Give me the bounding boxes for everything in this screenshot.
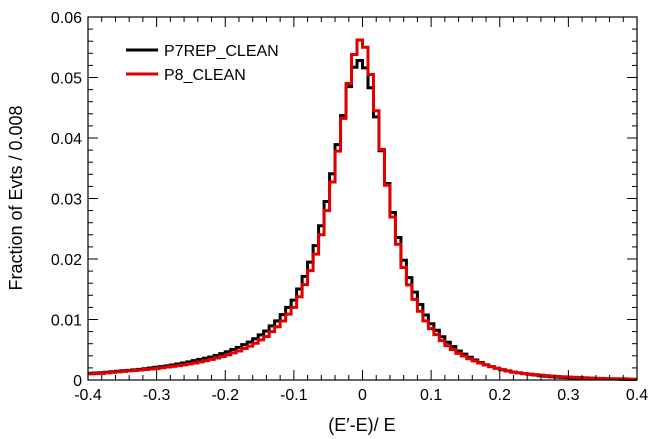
plot-area — [88, 38, 637, 381]
legend: P7REP_CLEAN P8_CLEAN — [126, 43, 279, 84]
y-tick-label: 0.05 — [51, 71, 82, 88]
series-1 — [88, 38, 637, 381]
legend-label-p8-clean: P8_CLEAN — [164, 67, 246, 84]
x-tick-label: -0.4 — [74, 387, 102, 404]
x-tick-label: 0.1 — [420, 387, 442, 404]
axis-ticks: -0.4 -0.3 -0.2 -0.1 0 0.1 0.2 0.3 0.4 0 0.01 0.02 0.… — [51, 10, 648, 404]
x-tick-label: 0.3 — [557, 387, 579, 404]
x-tick-label: -0.1 — [280, 387, 308, 404]
series-line-0 — [88, 59, 637, 381]
series-line-1 — [88, 38, 637, 381]
legend-label-p7rep-clean: P7REP_CLEAN — [164, 43, 279, 60]
y-tick-label: 0.02 — [51, 252, 82, 269]
y-tick-label: 0.04 — [51, 131, 82, 148]
y-tick-label: 0.03 — [51, 192, 82, 209]
y-tick-label: 0.06 — [51, 10, 82, 27]
y-tick-label: 0 — [73, 373, 82, 390]
y-axis-title: Fraction of Evts / 0.008 — [6, 105, 26, 290]
x-tick-label: -0.3 — [143, 387, 171, 404]
y-tick-label: 0.01 — [51, 313, 82, 330]
x-tick-label: 0.2 — [489, 387, 511, 404]
series-0 — [88, 59, 637, 381]
x-axis-title: (E′-E)/ E — [328, 415, 395, 435]
x-tick-label: 0.4 — [626, 387, 648, 404]
x-tick-label: 0 — [358, 387, 367, 404]
x-tick-label: -0.2 — [211, 387, 239, 404]
